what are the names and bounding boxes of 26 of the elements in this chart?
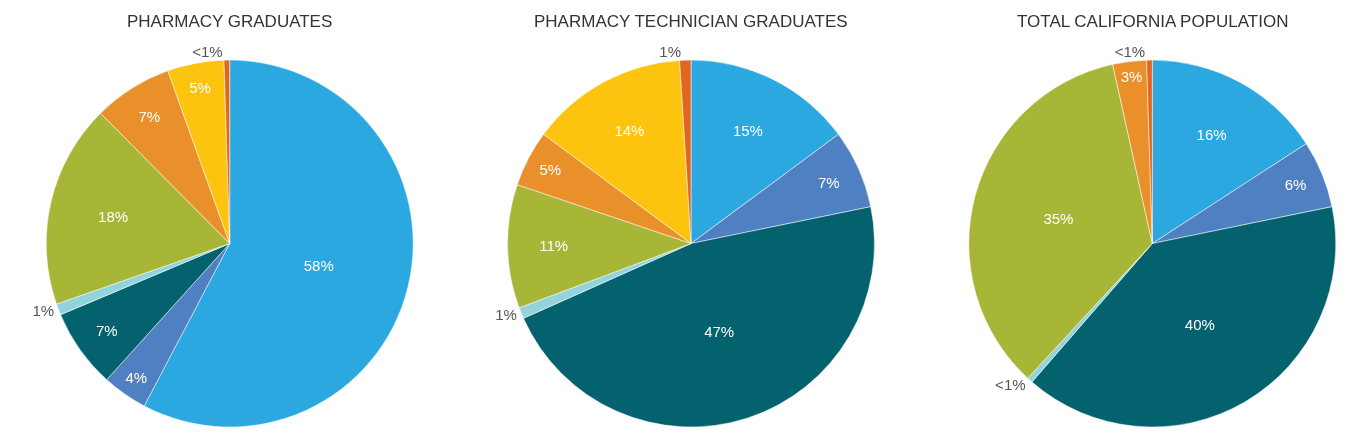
chart-title: PHARMACY GRADUATES xyxy=(127,12,333,31)
data-label: 47% xyxy=(704,322,735,340)
data-label: 7% xyxy=(138,107,161,125)
data-label: <1% xyxy=(995,376,1026,394)
data-label: 18% xyxy=(98,208,129,226)
data-label: 1% xyxy=(495,305,517,323)
data-label: 58% xyxy=(303,257,334,275)
data-label: 1% xyxy=(659,43,682,61)
data-label: 14% xyxy=(614,121,645,139)
data-label: 11% xyxy=(539,237,569,255)
data-label: 6% xyxy=(1284,176,1307,194)
data-label: 7% xyxy=(817,173,840,191)
data-label: 40% xyxy=(1184,316,1215,334)
chart-title: TOTAL CALIFORNIA POPULATION xyxy=(1017,12,1289,31)
data-label: 15% xyxy=(732,121,763,139)
data-label: 3% xyxy=(1120,68,1143,86)
data-label: <1% xyxy=(1114,43,1146,61)
data-label: 5% xyxy=(539,161,562,179)
data-label: 1% xyxy=(32,302,55,319)
data-label: 7% xyxy=(95,322,118,340)
data-label: 16% xyxy=(1196,125,1227,143)
chart-title: PHARMACY TECHNICIAN GRADUATES xyxy=(534,12,848,31)
data-label: 35% xyxy=(1043,209,1074,227)
data-label: 5% xyxy=(189,79,211,97)
data-label: 4% xyxy=(125,368,148,386)
data-label: <1% xyxy=(192,43,223,61)
